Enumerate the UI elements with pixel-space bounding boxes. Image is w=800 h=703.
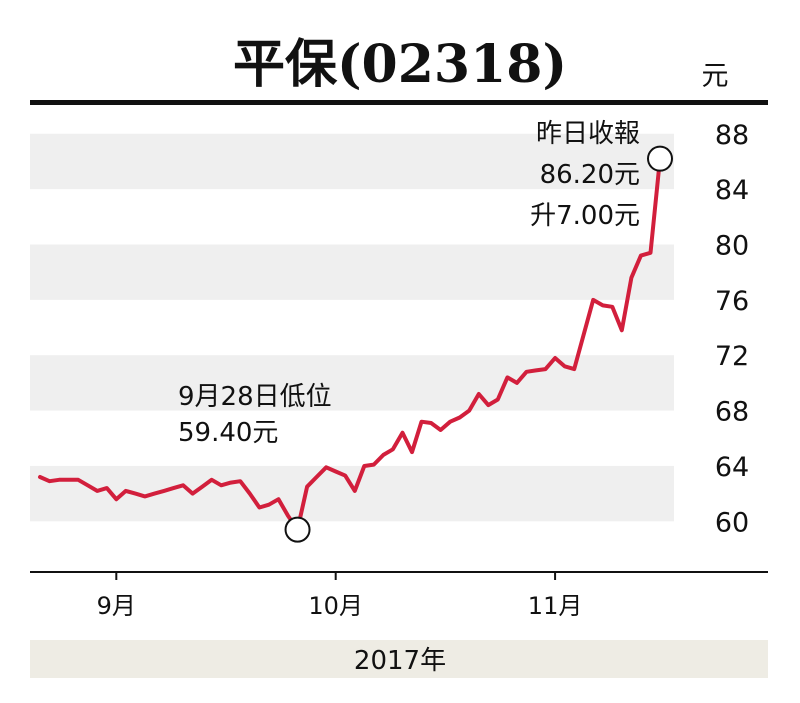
y-tick-label: 76 [715, 286, 749, 317]
y-tick-label: 88 [715, 120, 749, 151]
x-tick-label: 11月 [528, 592, 583, 620]
grid-band [30, 133, 674, 190]
grid-band [30, 244, 674, 300]
x-axis-ticks: 9月 10月 11月 [97, 572, 583, 620]
y-axis-ticks: 60 64 68 72 76 80 84 88 [715, 120, 749, 539]
annotation-markers [284, 145, 673, 543]
close-point-marker [647, 145, 673, 172]
grid-band [30, 355, 674, 411]
y-tick-label: 68 [715, 397, 749, 428]
y-tick-label: 84 [715, 175, 749, 206]
y-tick-label: 72 [715, 341, 749, 372]
chart-title: 平保(02318) [233, 34, 567, 95]
low-annotation-line-2: 59.40元 [178, 418, 278, 448]
top-rule [30, 100, 768, 105]
close-annotation-line-3: 升7.00元 [530, 201, 640, 231]
low-annotation-line-1: 9月28日低位 [178, 382, 332, 412]
grid-bands [30, 133, 674, 522]
y-tick-label: 80 [715, 230, 749, 261]
y-tick-label: 64 [715, 452, 749, 483]
grid-band [30, 465, 674, 522]
y-axis-unit: 元 [702, 61, 729, 92]
year-band [30, 640, 768, 678]
x-tick-label: 10月 [308, 592, 363, 620]
price-line [38, 156, 662, 532]
x-axis-year: 2017年 [354, 646, 446, 676]
close-annotation-line-1: 昨日收報 [536, 119, 640, 149]
low-point-marker [284, 516, 311, 543]
close-annotation-line-2: 86.20元 [540, 160, 640, 190]
x-tick-label: 9月 [97, 592, 136, 620]
y-tick-label: 60 [715, 507, 749, 538]
